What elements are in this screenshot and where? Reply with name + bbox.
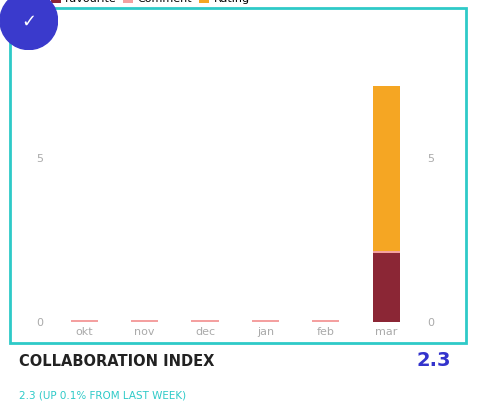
- Legend: Favourite, Comment, Rating: Favourite, Comment, Rating: [46, 0, 254, 9]
- Bar: [312, 320, 339, 322]
- Bar: [192, 320, 218, 322]
- Bar: [252, 320, 279, 322]
- Text: COLLABORATION INDEX: COLLABORATION INDEX: [19, 354, 215, 368]
- Text: 2.3 (UP 0.1% FROM LAST WEEK): 2.3 (UP 0.1% FROM LAST WEEK): [19, 391, 186, 401]
- Bar: [71, 320, 98, 322]
- Circle shape: [0, 0, 58, 50]
- Bar: [131, 320, 158, 322]
- Bar: [372, 253, 400, 322]
- Bar: [372, 86, 400, 251]
- Bar: [372, 251, 400, 253]
- Text: ✓: ✓: [21, 13, 36, 31]
- Text: 2.3: 2.3: [417, 351, 451, 370]
